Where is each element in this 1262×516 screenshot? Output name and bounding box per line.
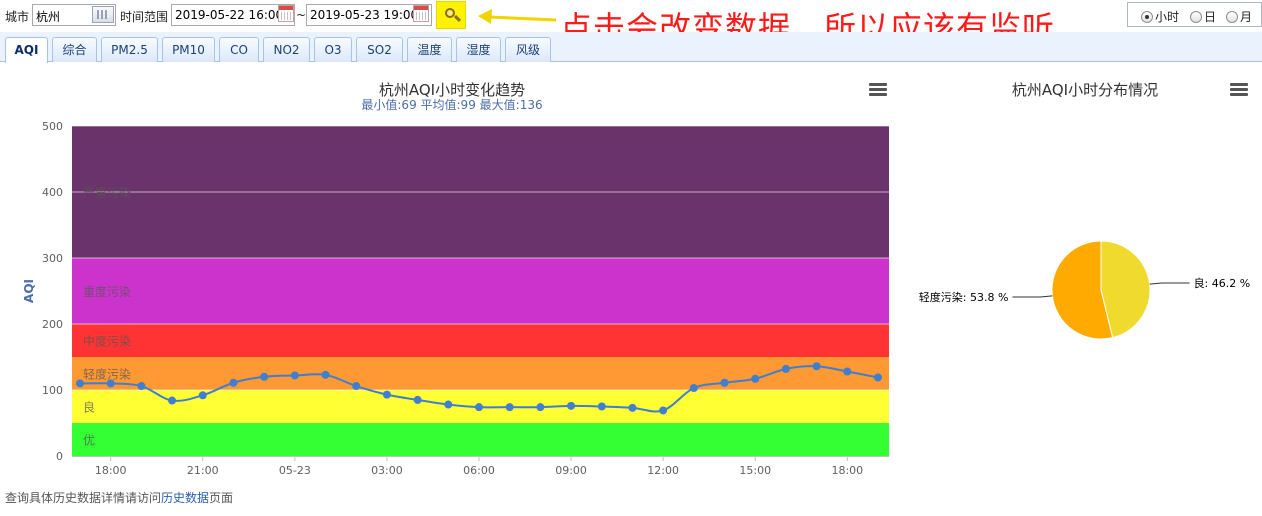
tab-o3[interactable]: O3: [314, 37, 352, 62]
end-calendar-icon[interactable]: [413, 5, 429, 22]
period-option-day[interactable]: 日: [1190, 8, 1216, 25]
x-tick-label: 03:00: [371, 464, 403, 477]
data-point: [689, 384, 698, 393]
band-label: 优: [83, 434, 95, 448]
x-tick-label: 12:00: [647, 464, 679, 477]
x-tick-label: 06:00: [463, 464, 495, 477]
tab-no2[interactable]: NO2: [263, 37, 310, 62]
start-calendar-icon[interactable]: [278, 5, 294, 22]
data-point: [567, 401, 576, 410]
pie-chart-menu-icon[interactable]: [1230, 83, 1248, 97]
aqi-band: [72, 324, 889, 357]
pie-chart: 良: 46.2 % 轻度污染: 53.8 %: [919, 240, 1251, 340]
period-option-hour[interactable]: 小时: [1141, 8, 1179, 25]
band-label: 良: [83, 400, 95, 415]
y-axis-label: AQI: [22, 279, 36, 303]
history-data-link[interactable]: 历史数据: [161, 491, 210, 505]
pie-slice: [1100, 240, 1151, 339]
pie-chart-title: 杭州AQI小时分布情况: [1011, 81, 1159, 99]
tab-humidity[interactable]: 湿度: [456, 37, 501, 62]
pie-label-connector: [1149, 282, 1190, 285]
pie-label-connector: [1012, 295, 1053, 298]
band-label: 中度污染: [83, 334, 131, 349]
radio-icon: [1226, 11, 1238, 23]
band-label: 重度污染: [83, 284, 131, 299]
period-selector: 小时 日 月: [1127, 2, 1262, 27]
x-tick-label: 09:00: [555, 464, 587, 477]
search-icon: [445, 8, 455, 18]
start-time-input[interactable]: 2019-05-22 16:00: [171, 4, 295, 26]
y-tick-label: 500: [42, 120, 63, 133]
footer-note: 查询具体历史数据详情请访问历史数据页面: [5, 491, 234, 505]
data-point: [168, 396, 177, 405]
data-point: [843, 367, 852, 376]
data-point: [781, 364, 790, 373]
data-point: [260, 372, 269, 381]
city-picker-icon[interactable]: [92, 6, 114, 23]
annotation-arrow: [478, 9, 557, 24]
data-point: [874, 373, 882, 382]
band-label: 严重污染: [83, 185, 131, 200]
radio-icon: [1190, 11, 1202, 23]
search-button[interactable]: [436, 1, 466, 29]
y-tick-label: 400: [42, 186, 63, 199]
data-point: [290, 371, 299, 380]
tab-aqi[interactable]: AQI: [5, 37, 48, 63]
pie-slice-label: 良: 46.2 %: [1194, 276, 1251, 290]
tab-wind[interactable]: 风级: [505, 37, 551, 62]
tab-bar: AQI 综合 PM2.5 PM10 CO NO2 O3 SO2 温度 湿度 风级: [0, 32, 1262, 63]
data-point: [413, 395, 422, 404]
line-chart: 0 100 200 300 400 500 优 良 轻度污染 中度污染 重度污染 严重污染 AQI 18:…: [22, 120, 889, 477]
tab-overview[interactable]: 综合: [52, 37, 97, 62]
tab-pm10[interactable]: PM10: [162, 37, 215, 62]
line-chart-subtitle: 最小值:69 平均值:99 最大值:136: [361, 98, 543, 112]
y-tick-label: 300: [42, 252, 63, 265]
data-point: [229, 378, 238, 387]
data-point: [321, 370, 330, 379]
data-point: [812, 362, 821, 371]
time-separator: ~: [296, 8, 307, 22]
data-point: [536, 403, 545, 412]
time-range-label: 时间范围: [120, 10, 169, 24]
data-point: [720, 378, 729, 387]
line-chart-menu-icon[interactable]: [869, 83, 887, 97]
pie-slice-label: 轻度污染: 53.8 %: [919, 290, 1009, 304]
aqi-band: [72, 423, 889, 456]
data-point: [597, 402, 606, 411]
data-point: [137, 382, 146, 391]
end-time-input[interactable]: 2019-05-23 19:00: [306, 4, 432, 26]
tab-so2[interactable]: SO2: [356, 37, 403, 62]
x-tick-label: 21:00: [187, 464, 219, 477]
toolbar: 城市 杭州 时间范围 2019-05-22 16:00 ~ 2019-05-23…: [0, 0, 1262, 47]
data-point: [505, 403, 514, 412]
x-tick-label: 05-23: [279, 464, 311, 477]
x-tick-label: 15:00: [739, 464, 771, 477]
y-tick-label: 100: [42, 384, 63, 397]
pie-slice: [1051, 240, 1114, 340]
data-point: [352, 382, 361, 391]
radio-checked-icon: [1141, 11, 1153, 23]
data-point: [475, 403, 483, 412]
city-label: 城市: [5, 10, 30, 24]
x-tick-label: 18:00: [95, 464, 127, 477]
tab-pm25[interactable]: PM2.5: [101, 37, 158, 62]
tab-temperature[interactable]: 温度: [407, 37, 452, 62]
x-tick-label: 18:00: [831, 464, 863, 477]
data-point: [751, 374, 760, 383]
data-point: [106, 379, 115, 388]
data-point: [628, 403, 637, 412]
aqi-band: [72, 258, 889, 324]
aqi-band: [72, 357, 889, 390]
y-tick-label: 200: [42, 318, 63, 331]
data-point: [198, 391, 207, 400]
band-label: 轻度污染: [83, 367, 131, 382]
period-option-month[interactable]: 月: [1226, 8, 1252, 25]
data-point: [76, 379, 84, 388]
line-chart-title: 杭州AQI小时变化趋势: [378, 81, 526, 99]
data-point: [444, 400, 453, 409]
y-tick-label: 0: [56, 450, 63, 463]
data-point: [659, 406, 668, 415]
tab-co[interactable]: CO: [219, 37, 259, 62]
data-point: [382, 390, 391, 399]
